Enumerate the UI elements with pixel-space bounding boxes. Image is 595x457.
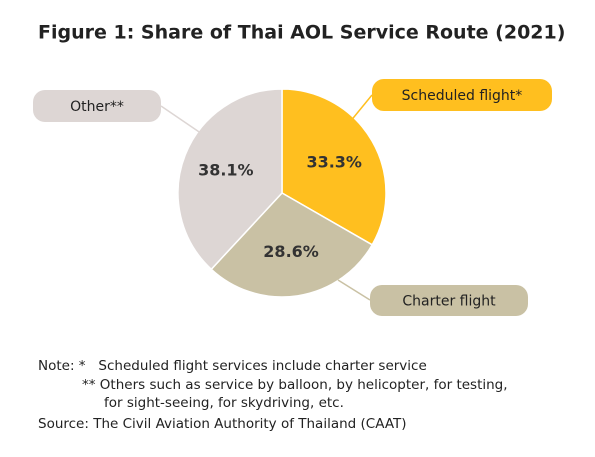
note-line: ** Others such as service by balloon, by…: [82, 377, 508, 393]
chart-title: Figure 1: Share of Thai AOL Service Rout…: [38, 22, 565, 44]
source: Source: The Civil Aviation Authority of …: [38, 416, 407, 432]
value-label: 38.1%: [198, 160, 254, 179]
legend-label: Other**: [70, 99, 124, 115]
leader-line: [344, 94, 373, 129]
note-line: for sight-seeing, for skydriving, etc.: [104, 395, 344, 411]
leader-line: [160, 105, 209, 139]
pie-slice: [177, 88, 283, 271]
legend-box: [372, 79, 552, 111]
pie-slice: [210, 192, 374, 298]
legend-label: Charter flight: [402, 294, 496, 310]
leader-line: [337, 279, 371, 301]
note-line: Note: * Scheduled flight services includ…: [38, 358, 427, 374]
legend-box: [33, 90, 161, 122]
legend-box: [370, 285, 528, 316]
pie-slice: [281, 88, 387, 246]
legend-label: Scheduled flight*: [402, 88, 523, 104]
value-label: 33.3%: [306, 152, 362, 171]
value-label: 28.6%: [263, 242, 319, 261]
